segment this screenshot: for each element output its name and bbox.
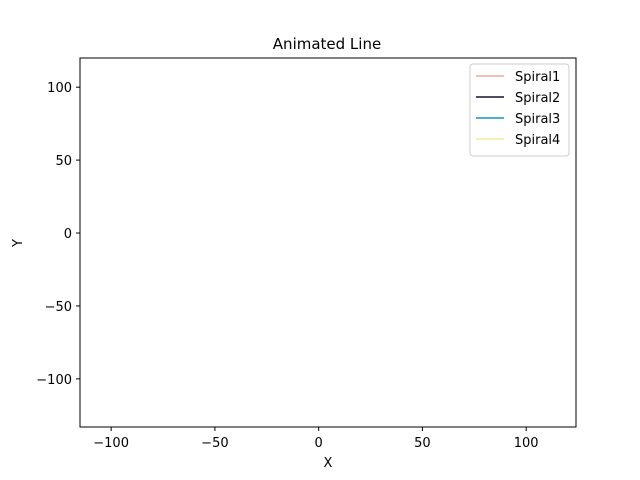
legend-frame	[469, 63, 570, 157]
y-tick-label: −50	[45, 300, 72, 315]
legend-label: Spiral3	[515, 112, 560, 127]
y-tick-label: 100	[47, 81, 72, 96]
legend-label: Spiral2	[515, 91, 560, 106]
x-axis-label: X	[324, 456, 333, 471]
chart-title: Animated Line	[273, 35, 381, 53]
x-tick-label: −50	[201, 436, 228, 451]
y-tick-label: −100	[36, 373, 72, 388]
x-tick-label: −100	[93, 436, 129, 451]
legend: Spiral1 Spiral2 Spiral3 Spiral4	[469, 63, 570, 157]
legend-label: Spiral4	[515, 133, 560, 148]
x-axis-ticks: −100 −50 0 50 100	[93, 427, 539, 451]
y-tick-label: 50	[55, 154, 72, 169]
x-tick-label: 0	[315, 436, 323, 451]
y-axis-label: Y	[11, 239, 26, 248]
y-axis-ticks: −100 −50 0 50 100	[36, 81, 80, 388]
y-tick-label: 0	[64, 227, 72, 242]
legend-label: Spiral1	[515, 70, 560, 85]
x-tick-label: 50	[414, 436, 431, 451]
x-tick-label: 100	[514, 436, 539, 451]
